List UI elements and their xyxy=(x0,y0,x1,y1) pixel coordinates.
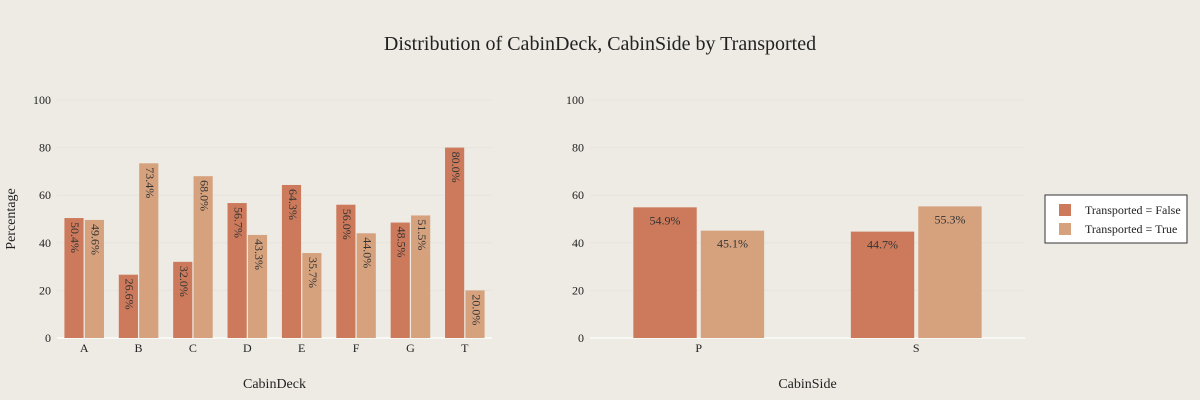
x-tick-label: P xyxy=(695,341,702,355)
bar xyxy=(281,184,302,338)
y-axis-title: Percentage xyxy=(4,188,19,249)
bar xyxy=(227,203,247,338)
bar xyxy=(173,261,193,338)
y-tick-label: 80 xyxy=(39,141,51,155)
bar xyxy=(356,233,376,338)
x-tick-label: C xyxy=(189,341,197,355)
data-label: 50.4% xyxy=(68,222,82,253)
data-label: 43.3% xyxy=(252,239,266,270)
x-tick-label: F xyxy=(353,341,360,355)
bar xyxy=(918,206,982,338)
x-tick-label: T xyxy=(461,341,469,355)
data-label: 45.1% xyxy=(717,237,748,251)
bar xyxy=(247,234,268,338)
legend-swatch xyxy=(1059,204,1071,216)
y-tick-label: 60 xyxy=(572,188,584,202)
data-label: 26.6% xyxy=(123,279,137,310)
bar xyxy=(336,204,356,338)
bar xyxy=(302,253,322,338)
bar xyxy=(465,290,485,338)
bar xyxy=(700,230,765,338)
y-tick-label: 0 xyxy=(578,331,584,345)
x-axis-title: CabinSide xyxy=(778,377,836,392)
x-axis-title: CabinDeck xyxy=(243,377,306,392)
data-label: 35.7% xyxy=(306,257,320,288)
data-label: 68.0% xyxy=(197,180,211,211)
x-tick-label: G xyxy=(406,341,415,355)
x-tick-label: B xyxy=(135,341,143,355)
y-tick-label: 0 xyxy=(45,331,51,345)
bar xyxy=(445,147,465,338)
data-label: 44.0% xyxy=(361,237,375,268)
bar xyxy=(64,218,84,338)
data-label: 55.3% xyxy=(934,212,965,226)
bar xyxy=(390,222,410,338)
y-tick-label: 20 xyxy=(572,283,584,297)
x-tick-label: E xyxy=(298,341,305,355)
y-tick-label: 100 xyxy=(566,93,584,107)
data-label: 64.3% xyxy=(286,189,300,220)
bar xyxy=(411,215,431,338)
data-label: 80.0% xyxy=(449,152,463,183)
legend-label: Transported = False xyxy=(1085,203,1181,217)
data-label: 51.5% xyxy=(415,219,429,250)
x-tick-label: A xyxy=(80,341,89,355)
bar xyxy=(633,207,697,338)
x-tick-label: S xyxy=(913,341,920,355)
data-label: 56.0% xyxy=(340,209,354,240)
y-tick-label: 80 xyxy=(572,141,584,155)
y-tick-label: 60 xyxy=(39,188,51,202)
y-tick-label: 40 xyxy=(572,236,584,250)
y-tick-label: 100 xyxy=(33,93,51,107)
data-label: 44.7% xyxy=(867,238,898,252)
data-label: 49.6% xyxy=(89,224,103,255)
chart-title: Distribution of CabinDeck, CabinSide by … xyxy=(384,33,816,55)
bar xyxy=(84,219,104,338)
x-tick-label: D xyxy=(243,341,252,355)
y-tick-label: 40 xyxy=(39,236,51,250)
bar xyxy=(850,231,915,338)
y-tick-label: 20 xyxy=(39,283,51,297)
data-label: 48.5% xyxy=(394,227,408,258)
legend-swatch xyxy=(1059,223,1071,235)
data-label: 20.0% xyxy=(469,294,483,325)
bar xyxy=(139,163,159,338)
data-label: 54.9% xyxy=(650,213,681,227)
data-label: 32.0% xyxy=(177,266,191,297)
data-label: 56.7% xyxy=(231,207,245,238)
data-label: 73.4% xyxy=(143,167,157,198)
legend-label: Transported = True xyxy=(1085,222,1177,236)
bar xyxy=(193,176,213,338)
bar xyxy=(118,274,138,338)
